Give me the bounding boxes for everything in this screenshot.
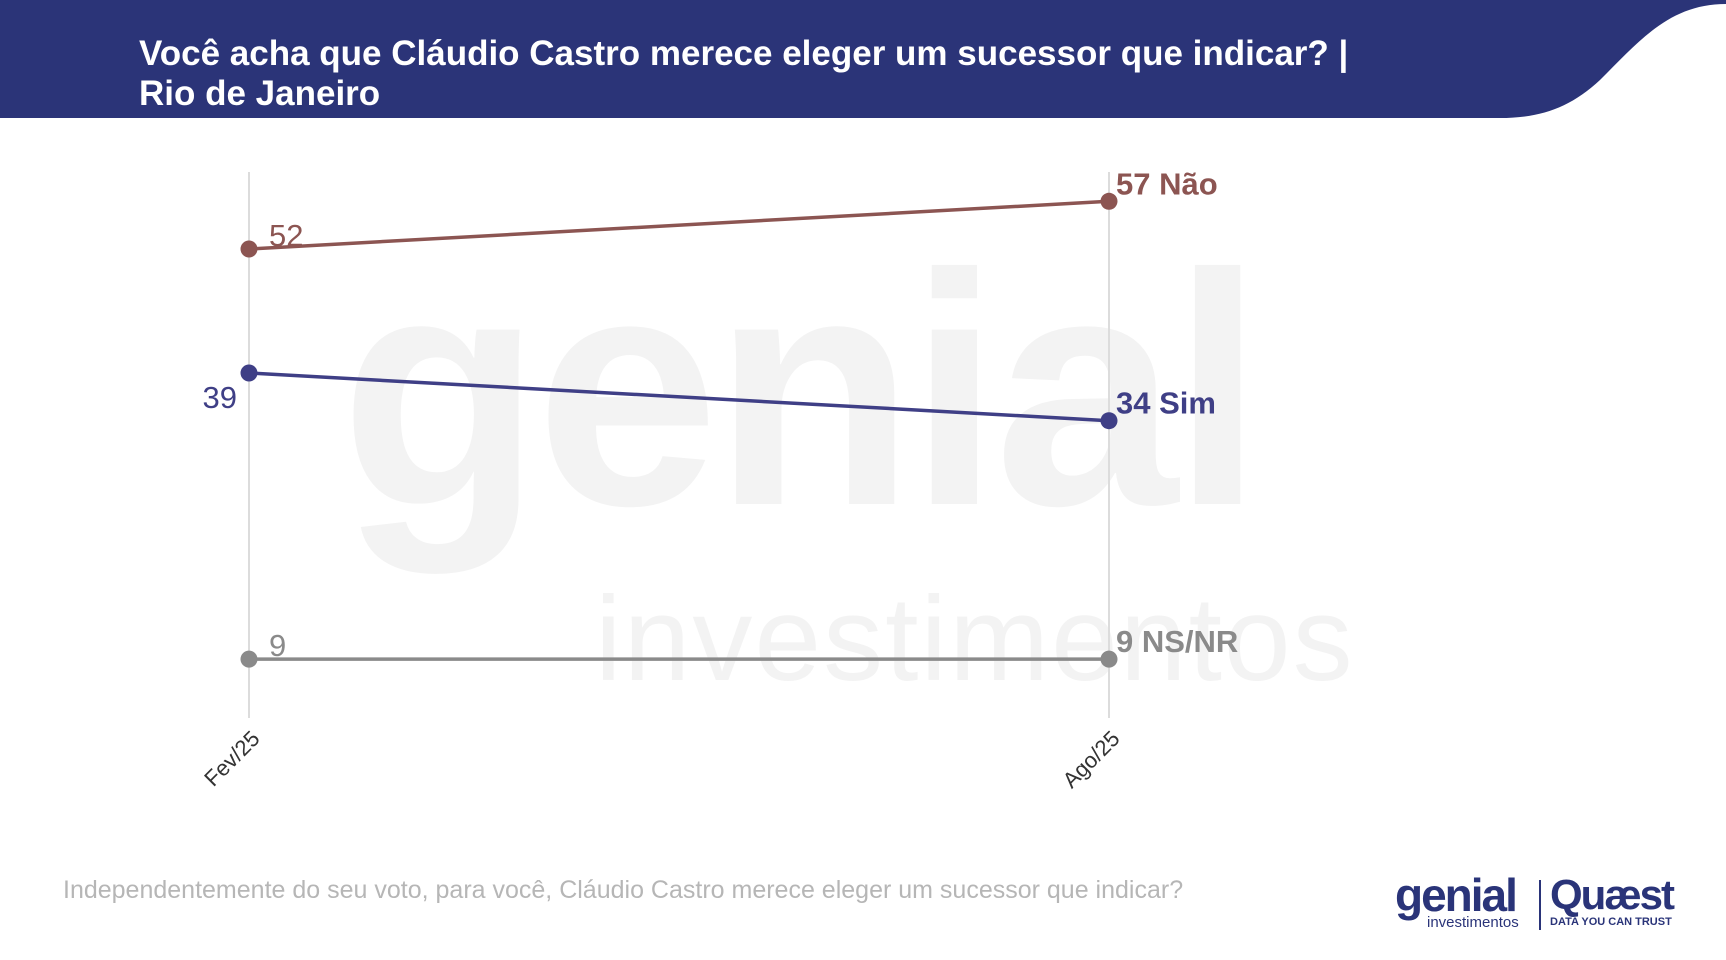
data-point-NS/NR — [240, 650, 258, 668]
data-point-NS/NR — [1100, 650, 1118, 668]
data-label-end: 34 Sim — [1116, 386, 1216, 421]
data-label-start: 39 — [203, 380, 237, 415]
quaest-logo: Quæst DATA YOU CAN TRUST — [1550, 871, 1675, 929]
footnote-question: Independentemente do seu voto, para você… — [63, 876, 1184, 904]
data-point-Sim — [1100, 412, 1118, 430]
header-banner — [0, 0, 1726, 118]
data-label-start: 52 — [269, 218, 303, 253]
title-line-2: Rio de Janeiro — [139, 74, 381, 113]
quaest-logo-name: Quæst — [1550, 871, 1675, 918]
series-line-Sim — [248, 371, 1110, 423]
title-line-1: Você acha que Cláudio Castro merece eleg… — [139, 34, 1349, 73]
data-point-Sim — [240, 364, 258, 382]
data-point-Não — [240, 240, 258, 258]
quaest-logo-tagline: DATA YOU CAN TRUST — [1550, 916, 1672, 928]
genial-logo-name: genial — [1395, 869, 1518, 921]
x-tick-label: Ago/25 — [1058, 726, 1125, 793]
header-background — [0, 0, 1726, 118]
genial-logo: genial investimentos — [1395, 869, 1519, 931]
data-label-end: 9 NS/NR — [1116, 624, 1238, 659]
series-line-Não — [248, 199, 1110, 251]
data-label-end: 57 Não — [1116, 166, 1218, 201]
genial-logo-sub: investimentos — [1427, 914, 1519, 931]
logo-divider — [1539, 880, 1541, 930]
data-point-Não — [1100, 192, 1118, 210]
page-title: Você acha que Cláudio Castro merece eleg… — [139, 34, 1439, 114]
data-label-start: 9 — [269, 628, 286, 663]
x-tick-label: Fev/25 — [199, 726, 264, 791]
